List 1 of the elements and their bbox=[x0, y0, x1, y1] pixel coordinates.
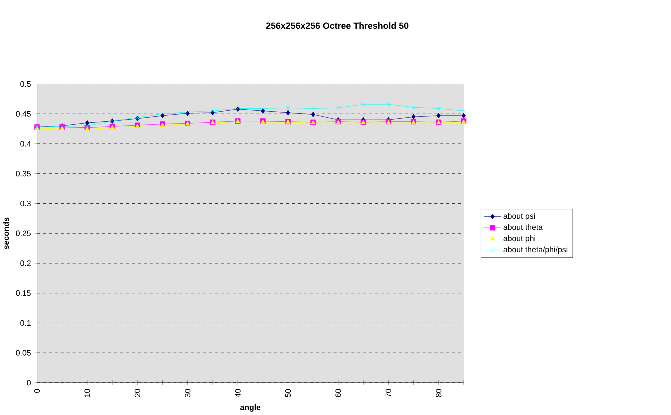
chart-title: 256x256x256 Octree Threshold 50 bbox=[266, 22, 409, 29]
